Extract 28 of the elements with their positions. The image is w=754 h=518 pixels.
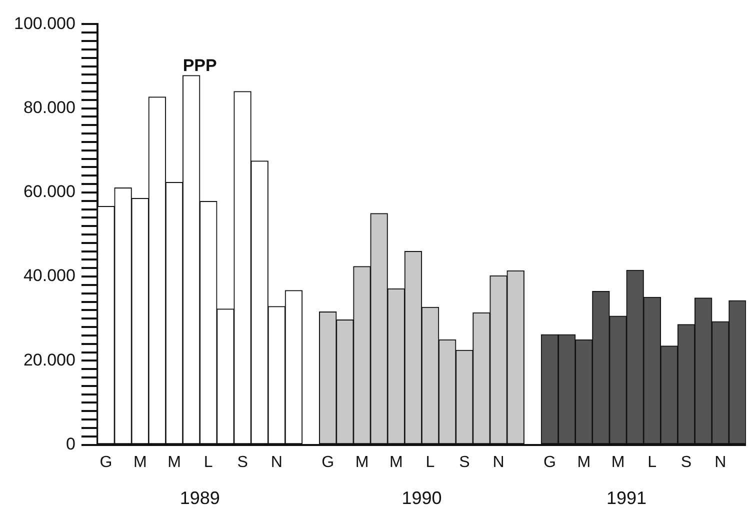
- x-tick-label: M: [133, 454, 147, 471]
- y-tick-label: 60.000: [23, 182, 76, 202]
- x-tick-label: G: [322, 454, 334, 471]
- x-tick-label: L: [204, 454, 213, 471]
- x-tick-label: M: [577, 454, 591, 471]
- x-tick-label: S: [680, 454, 692, 471]
- x-tick-label: S: [237, 454, 248, 471]
- y-tick-label: 100.000: [14, 14, 76, 33]
- x-tick-label: S: [459, 454, 470, 471]
- x-tick-label: N: [270, 454, 282, 471]
- text: PPP: [182, 56, 217, 75]
- x-tick-label: M: [355, 454, 369, 471]
- x-tick-label: M: [611, 454, 625, 471]
- x-tick-label: L: [648, 454, 657, 471]
- x-tick-label: L: [426, 454, 435, 471]
- x-tick-label: G: [100, 454, 112, 471]
- text: 1989: [180, 488, 220, 508]
- y-tick-label: 40.000: [23, 266, 76, 286]
- text: 1990: [402, 488, 442, 508]
- x-tick-label: M: [389, 454, 403, 471]
- y-tick-label: 20.000: [23, 350, 76, 370]
- x-tick-label: N: [714, 454, 726, 471]
- x-tick-label: M: [168, 454, 181, 471]
- y-tick-label: 80.000: [23, 98, 76, 118]
- x-tick-label: G: [544, 454, 556, 471]
- text: 1991: [606, 488, 647, 508]
- y-tick-label: 0: [66, 434, 76, 454]
- x-tick-label: N: [492, 454, 504, 471]
